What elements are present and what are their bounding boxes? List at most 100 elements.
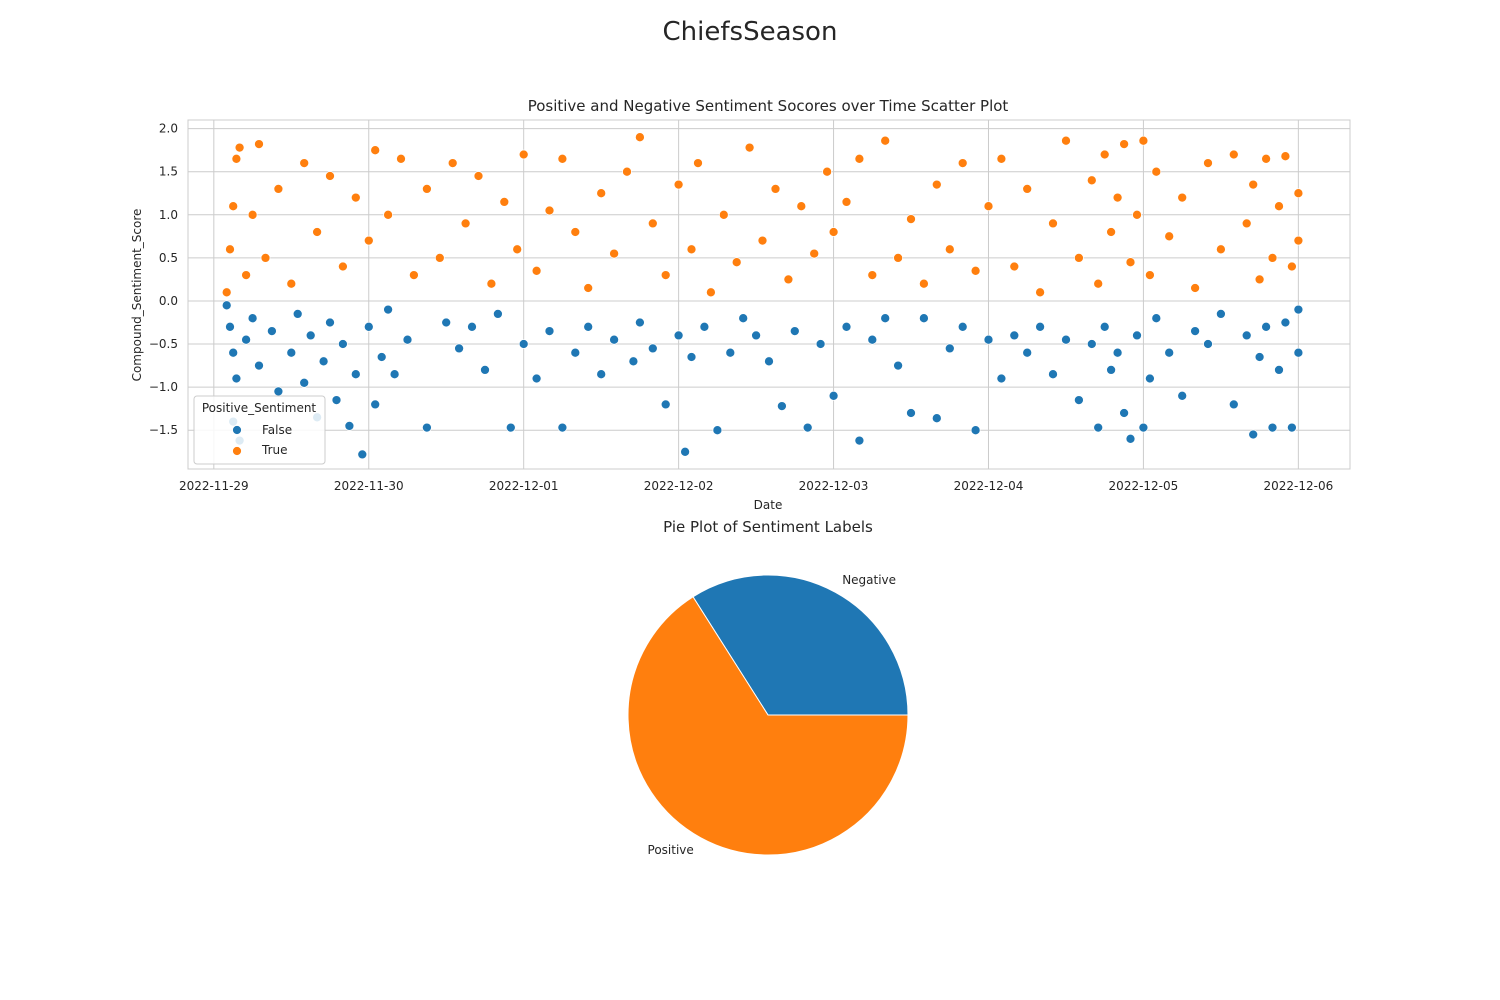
scatter-point: [1280, 151, 1291, 162]
scatter-point: [254, 139, 264, 149]
scatter-point: [1254, 352, 1265, 362]
scatter-point: [931, 179, 942, 190]
figure-title: ChiefsSeason: [663, 17, 838, 47]
scatter-point: [1293, 347, 1304, 358]
y-tick-label: 0.0: [159, 294, 178, 308]
scatter-point: [1293, 304, 1304, 315]
scatter-point: [893, 360, 903, 371]
scatter-point: [299, 377, 310, 388]
pie-slice-positive: [627, 596, 909, 856]
series-true: [221, 132, 1304, 298]
scatter-point: [286, 347, 297, 358]
scatter-point: [318, 356, 329, 367]
scatter-point: [751, 330, 761, 341]
scatter-point: [680, 446, 690, 457]
scatter-point: [512, 244, 523, 255]
scatter-point: [1138, 422, 1149, 433]
scatter-point: [486, 278, 497, 289]
x-tick-label: 2022-12-03: [799, 479, 869, 493]
scatter-point: [241, 270, 251, 280]
scatter-point: [1241, 218, 1252, 229]
pie-chart: Pie Plot of Sentiment Labels Negative Pos…: [627, 518, 909, 857]
scatter-point: [570, 227, 581, 237]
scatter-point: [422, 422, 432, 433]
scatter-point: [234, 142, 245, 153]
scatter-x-axis-label: Date: [754, 498, 783, 512]
scatter-point: [757, 235, 768, 246]
scatter-point: [460, 218, 471, 229]
scatter-point: [583, 321, 594, 332]
y-tick-label: −1.5: [149, 423, 178, 437]
scatter-point: [434, 253, 445, 263]
pie-title: Pie Plot of Sentiment Labels: [663, 518, 873, 536]
scatter-point: [1216, 309, 1226, 319]
x-tick-label: 2022-12-06: [1263, 479, 1333, 493]
scatter-point: [1061, 135, 1071, 146]
scatter-point: [363, 321, 374, 332]
scatter-point: [673, 179, 684, 190]
scatter-point: [292, 309, 303, 319]
x-tick-label: 2022-12-02: [644, 479, 714, 493]
scatter-point: [622, 166, 632, 177]
scatter-point: [880, 135, 891, 146]
legend-marker-false: [232, 425, 242, 435]
scatter-point: [402, 334, 413, 345]
scatter-point: [493, 309, 503, 319]
scatter-point: [299, 158, 310, 168]
scatter-point: [699, 321, 710, 332]
scatter-point: [286, 278, 297, 289]
scatter-point: [1022, 347, 1033, 358]
scatter-point: [1177, 192, 1188, 203]
scatter-point: [596, 188, 607, 199]
scatter-point: [231, 373, 242, 384]
scatter-point: [738, 313, 749, 324]
scatter-point: [409, 270, 419, 280]
scatter-point: [880, 313, 891, 324]
scatter-point: [725, 347, 736, 358]
scatter-point: [544, 326, 555, 336]
scatter-point: [802, 422, 813, 433]
scatter-point: [1119, 139, 1129, 149]
scatter-point: [370, 399, 381, 410]
scatter-grid: [188, 120, 1350, 469]
scatter-chart: Positive and Negative Sentiment Socores …: [130, 97, 1351, 512]
scatter-point: [1048, 218, 1058, 229]
scatter-y-axis-label: Compound_Sentiment_Score: [130, 209, 144, 382]
scatter-point: [1048, 369, 1058, 380]
scatter-point: [1287, 261, 1297, 272]
pie-label-positive: Positive: [648, 843, 694, 857]
scatter-point: [1203, 158, 1213, 168]
scatter-point: [1061, 334, 1071, 345]
y-tick-label: −0.5: [149, 337, 178, 351]
legend-label-false: False: [262, 423, 292, 437]
scatter-point: [867, 334, 878, 345]
scatter-point: [225, 321, 235, 332]
legend-frame: [193, 395, 326, 465]
scatter-point: [228, 347, 239, 358]
scatter-y-ticks: −1.5 −1.0 −0.5 0.0 0.5 1.0 1.5 2.0: [149, 122, 178, 438]
scatter-point: [635, 132, 645, 143]
scatter-point: [718, 209, 729, 220]
scatter-point: [396, 153, 406, 164]
scatter-point: [1035, 287, 1045, 298]
scatter-point: [764, 356, 774, 367]
scatter-point: [1145, 373, 1155, 384]
scatter-point: [1228, 149, 1239, 160]
scatter-point: [609, 334, 619, 345]
y-tick-label: 2.0: [159, 122, 178, 136]
scatter-point: [1112, 192, 1123, 203]
scatter-point: [344, 421, 355, 431]
scatter-point: [1106, 227, 1116, 237]
scatter-point: [1151, 166, 1162, 177]
scatter-point: [712, 425, 723, 436]
scatter-point: [1261, 153, 1271, 164]
scatter-point: [1177, 390, 1188, 401]
scatter-point: [919, 313, 929, 324]
scatter-point: [518, 149, 529, 160]
scatter-point: [583, 283, 594, 293]
scatter-point: [557, 422, 568, 433]
scatter-point: [1190, 326, 1200, 336]
y-tick-label: 0.5: [159, 251, 178, 265]
scatter-point: [350, 192, 361, 203]
scatter-point: [1035, 321, 1045, 332]
